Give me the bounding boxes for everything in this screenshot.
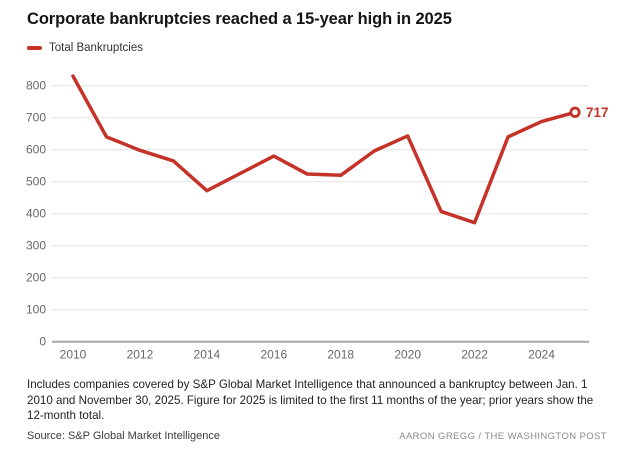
- x-tick-label: 2012: [127, 348, 154, 362]
- y-tick-label: 100: [26, 303, 46, 317]
- y-tick-label: 400: [26, 207, 46, 221]
- legend-label: Total Bankruptcies: [49, 42, 143, 54]
- x-tick-label: 2010: [60, 348, 87, 362]
- x-tick-label: 2016: [260, 348, 287, 362]
- legend: Total Bankruptcies: [27, 42, 143, 54]
- x-tick-label: 2022: [461, 348, 488, 362]
- y-tick-label: 700: [26, 111, 46, 125]
- page-title: Corporate bankruptcies reached a 15-year…: [27, 10, 452, 28]
- y-tick-label: 500: [26, 175, 46, 189]
- end-point-value-label: 717: [586, 105, 609, 120]
- end-point-marker: [569, 106, 581, 118]
- byline-credit: AARON GREGG / THE WASHINGTON POST: [399, 431, 607, 442]
- y-tick-label: 600: [26, 143, 46, 157]
- x-tick-label: 2024: [528, 348, 555, 362]
- y-tick-label: 300: [26, 239, 46, 253]
- line-chart: 0 100 200 300 400 500 600 700 800 2010 2012 2014 201…: [26, 74, 609, 362]
- y-tick-label: 800: [26, 79, 46, 93]
- y-tick-label: 200: [26, 271, 46, 285]
- x-tick-label: 2014: [194, 348, 221, 362]
- legend-line-swatch-icon: [27, 46, 42, 50]
- y-tick-label: 0: [39, 335, 46, 349]
- x-tick-label: 2018: [327, 348, 354, 362]
- total-bankruptcies-line: [71, 74, 577, 225]
- source-attribution: Source: S&P Global Market Intelligence: [27, 430, 221, 442]
- source-row: Source: S&P Global Market Intelligence A…: [27, 430, 607, 442]
- x-tick-label: 2020: [394, 348, 421, 362]
- footnote: Includes companies covered by S&P Global…: [27, 378, 594, 423]
